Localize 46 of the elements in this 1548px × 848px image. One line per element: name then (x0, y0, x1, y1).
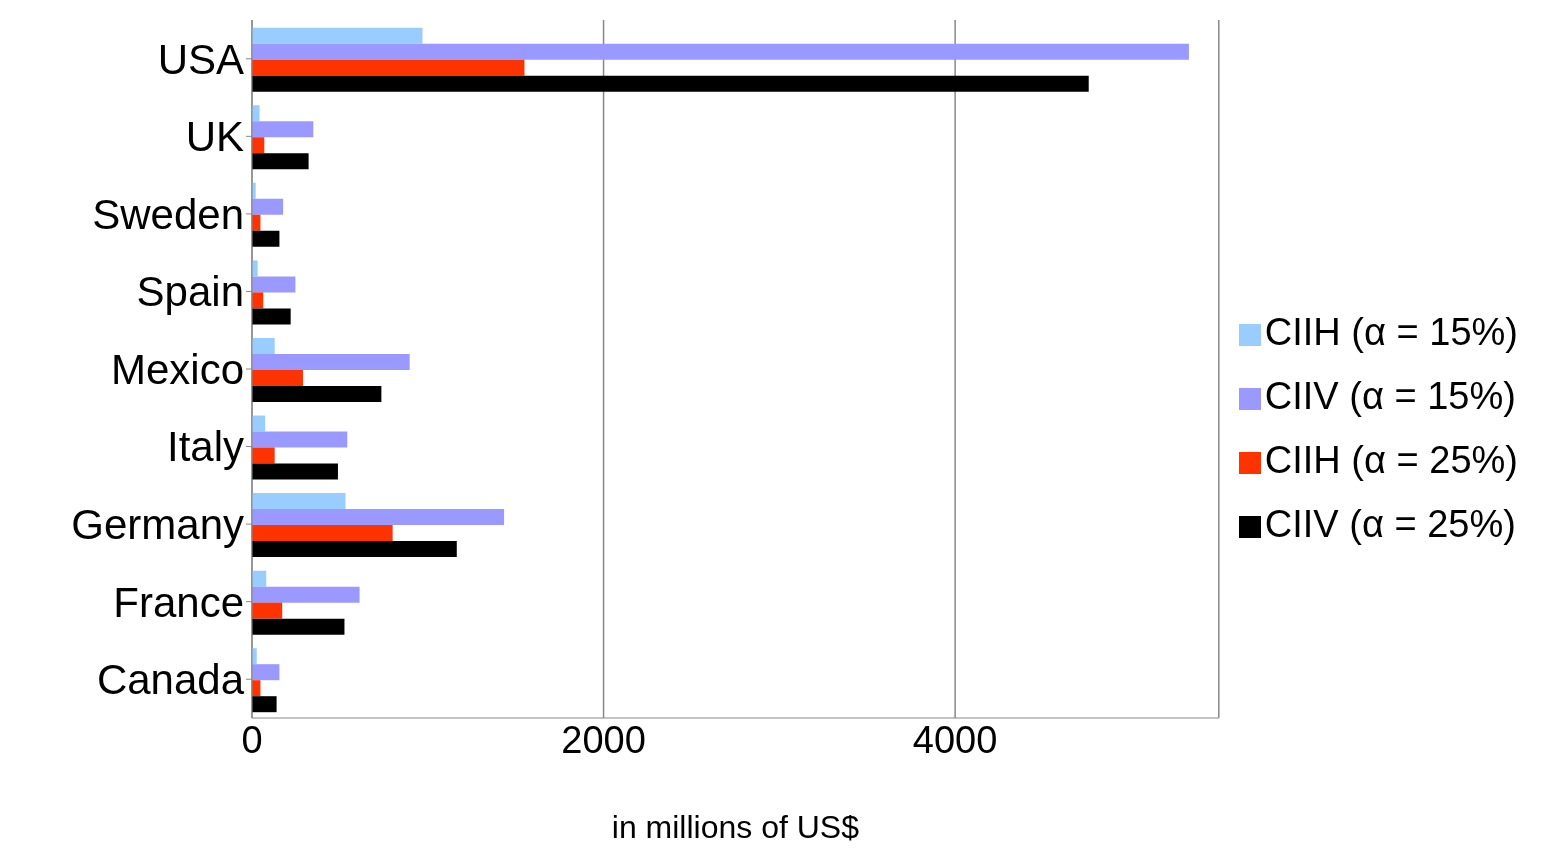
bar (252, 153, 309, 170)
bar (252, 75, 1089, 92)
x-tick-label: 4000 (912, 718, 998, 761)
bar (252, 43, 1189, 60)
bar (252, 308, 291, 325)
y-tick-label: Canada (96, 656, 245, 704)
bar (252, 369, 303, 386)
bar (252, 353, 410, 370)
bar (252, 602, 283, 619)
bar (252, 337, 275, 354)
y-tick-label: UK (185, 113, 244, 161)
y-tick-label: Spain (136, 268, 244, 316)
bar (252, 121, 314, 138)
y-tick-label: France (113, 578, 244, 626)
legend-label: CIIH (α = 15%) (1264, 311, 1518, 353)
bar (252, 431, 348, 448)
legend-label: CIIV (α = 25%) (1264, 503, 1516, 545)
bar (252, 541, 457, 558)
bar (252, 198, 284, 215)
bar (252, 230, 280, 247)
bar (252, 59, 525, 76)
bar (252, 664, 280, 681)
bar (252, 509, 505, 526)
bar (252, 276, 296, 293)
y-tick-label: Italy (166, 423, 244, 471)
bar (252, 618, 345, 635)
bar (252, 415, 266, 432)
y-tick-label: Mexico (110, 345, 244, 393)
x-axis-title: in millions of US$ (611, 809, 860, 845)
x-tick-label: 2000 (561, 718, 646, 761)
bar (252, 493, 346, 510)
bar (252, 385, 382, 402)
bar (252, 463, 338, 480)
bar (252, 27, 423, 44)
bar (252, 525, 393, 542)
bar (252, 696, 277, 713)
y-tick-label: USA (157, 35, 244, 83)
bar (252, 570, 267, 587)
bar (252, 586, 360, 603)
bar (252, 447, 275, 464)
y-tick-label: Sweden (92, 190, 244, 238)
bar (252, 105, 260, 122)
y-tick-label: Germany (71, 501, 244, 549)
legend-label: CIIH (α = 25%) (1264, 439, 1518, 481)
x-tick-label: 0 (241, 718, 263, 761)
legend-label: CIIV (α = 15%) (1264, 375, 1516, 417)
